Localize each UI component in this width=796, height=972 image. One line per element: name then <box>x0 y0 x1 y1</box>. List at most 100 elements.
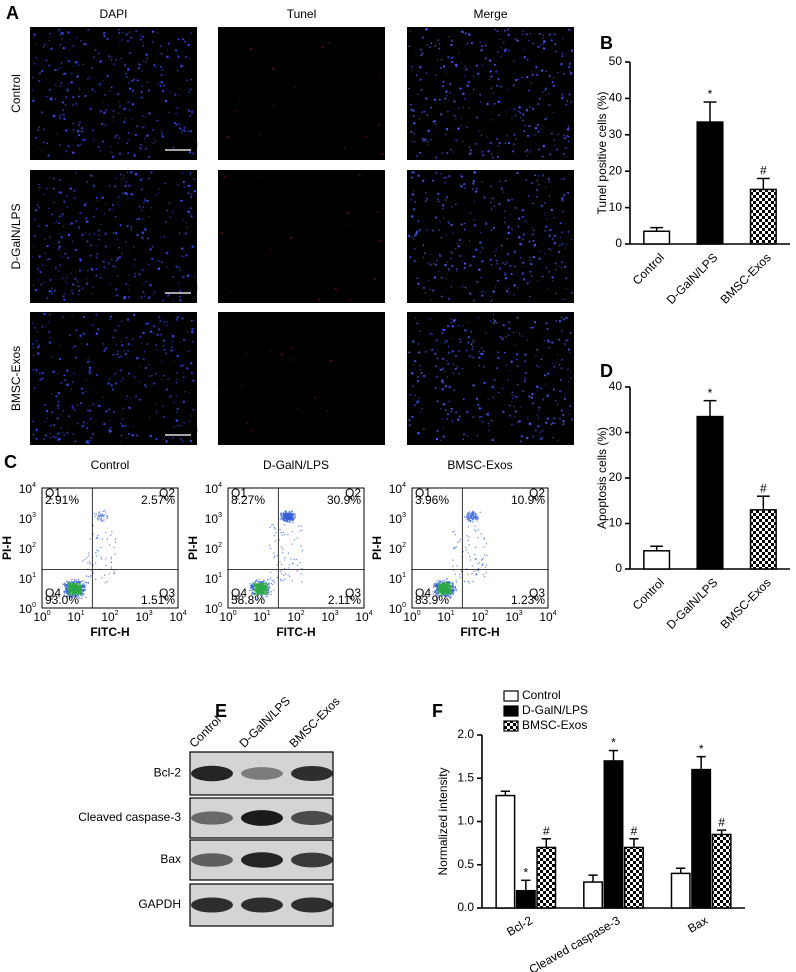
nucleus <box>187 192 189 194</box>
nucleus <box>420 89 422 91</box>
y-axis-label: PI-H <box>186 536 200 560</box>
nucleus <box>123 178 124 179</box>
nucleus <box>472 356 474 358</box>
event-dot <box>75 588 76 589</box>
event-dot <box>449 593 450 594</box>
event-dot <box>274 555 275 556</box>
nucleus <box>89 361 91 363</box>
nucleus <box>84 204 86 206</box>
event-dot <box>258 584 259 585</box>
nucleus <box>91 67 93 69</box>
nucleus <box>190 32 192 34</box>
nucleus <box>184 127 186 129</box>
nucleus <box>88 369 91 372</box>
event-dot <box>71 579 72 580</box>
nucleus <box>147 57 148 58</box>
nucleus <box>462 325 463 326</box>
y-tick-label: 40 <box>609 91 623 105</box>
event-dot <box>269 587 270 588</box>
nucleus <box>39 187 41 189</box>
tick-base: 10 <box>19 602 33 616</box>
nucleus <box>453 372 455 374</box>
nucleus <box>178 123 180 125</box>
nucleus <box>413 260 415 262</box>
event-dot <box>467 519 468 520</box>
nucleus <box>430 107 432 109</box>
event-dot <box>79 589 80 590</box>
nucleus <box>448 222 450 224</box>
nucleus <box>74 300 75 301</box>
nucleus <box>59 114 61 116</box>
nucleus <box>444 177 446 179</box>
event-dot <box>288 574 289 575</box>
tick-base: 10 <box>19 482 33 496</box>
nucleus <box>74 440 76 442</box>
tick-base: 10 <box>437 610 451 624</box>
blot-strip <box>190 752 333 795</box>
nucleus <box>192 152 194 154</box>
nucleus <box>168 437 169 438</box>
blot-band <box>241 810 283 826</box>
event-dot <box>251 590 252 591</box>
nucleus <box>126 396 128 398</box>
nucleus <box>534 321 536 323</box>
nucleus <box>40 271 42 273</box>
nucleus <box>482 421 484 423</box>
nucleus <box>429 263 431 265</box>
nucleus <box>545 323 546 324</box>
nucleus <box>487 136 488 137</box>
nucleus <box>122 418 123 419</box>
quadrant-value: 1.51% <box>141 593 175 607</box>
event-dot <box>478 517 479 518</box>
nucleus <box>62 256 63 257</box>
event-dot <box>475 525 476 526</box>
nucleus <box>443 217 444 218</box>
nucleus <box>115 232 118 235</box>
event-dot <box>66 591 67 592</box>
nucleus <box>107 382 109 384</box>
nucleus <box>471 344 473 346</box>
event-dot <box>292 520 293 521</box>
event-dot <box>275 532 276 533</box>
nucleus <box>50 97 52 99</box>
nucleus <box>87 410 88 411</box>
nucleus <box>99 60 102 63</box>
nucleus <box>542 437 543 438</box>
event-dot <box>288 553 289 554</box>
nucleus <box>514 115 516 117</box>
event-dot <box>78 580 79 581</box>
nucleus <box>511 117 512 118</box>
nucleus <box>46 410 48 412</box>
nucleus <box>447 413 449 415</box>
nucleus <box>62 109 64 111</box>
nucleus <box>64 253 66 255</box>
nucleus <box>178 39 180 41</box>
nucleus <box>437 350 438 351</box>
tick-exponent: 0 <box>32 602 36 609</box>
nucleus <box>529 151 531 153</box>
event-dot <box>271 594 272 595</box>
nucleus <box>512 229 513 230</box>
event-dot <box>265 587 266 588</box>
nucleus <box>552 280 553 281</box>
tick-base: 10 <box>403 610 417 624</box>
column-header: Tunel <box>287 7 317 21</box>
nucleus <box>75 329 77 331</box>
nucleus <box>42 265 43 266</box>
nucleus <box>516 40 518 42</box>
event-dot <box>283 518 284 519</box>
nucleus <box>183 130 185 132</box>
nucleus <box>104 124 106 126</box>
nucleus <box>478 131 479 132</box>
nucleus <box>121 344 123 346</box>
nucleus <box>544 230 546 232</box>
nucleus <box>142 71 143 72</box>
nucleus <box>55 98 57 100</box>
nucleus <box>462 438 464 440</box>
event-dot <box>81 594 82 595</box>
nucleus <box>113 354 115 356</box>
nucleus <box>183 376 185 378</box>
nucleus <box>57 433 59 435</box>
nucleus <box>491 300 493 302</box>
nucleus <box>151 207 153 209</box>
